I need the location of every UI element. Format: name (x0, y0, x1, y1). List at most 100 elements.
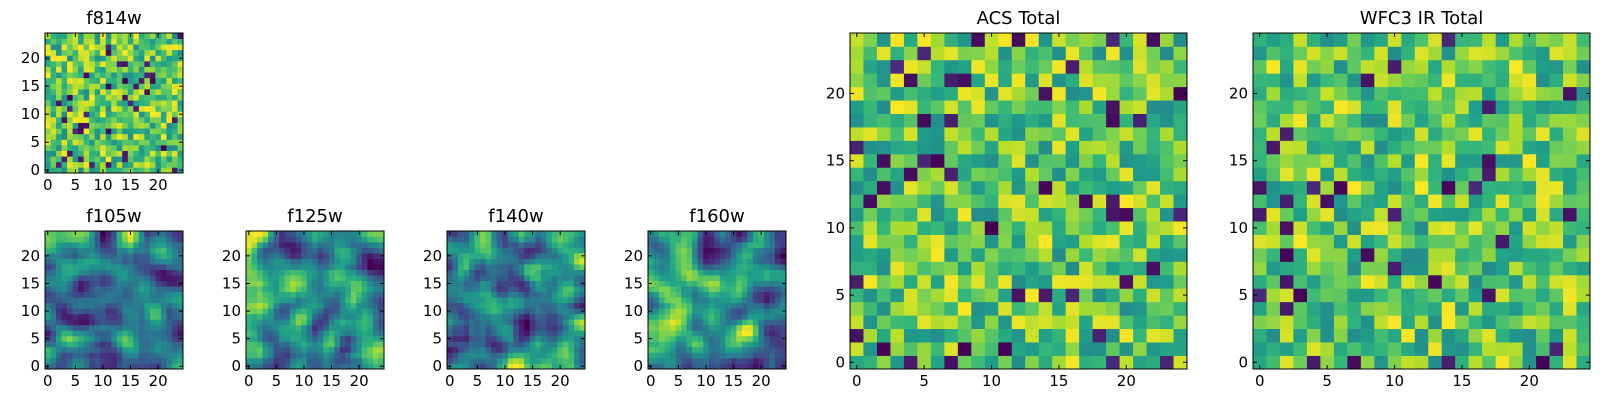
heatmap-cell (944, 248, 959, 262)
heatmap-cell (350, 269, 357, 276)
heatmap-cell (747, 302, 754, 309)
heatmap-cell (350, 280, 357, 287)
heatmap-cell (546, 247, 553, 254)
heatmap-cell (171, 133, 178, 140)
heatmap-cell (138, 156, 145, 163)
heatmap-cell (1038, 127, 1053, 141)
heatmap-f140w (447, 231, 586, 370)
y-tick-label: 20 (826, 84, 845, 102)
heatmap-cell (664, 242, 671, 248)
heatmap-cell (100, 89, 107, 95)
heatmap-cell (105, 264, 112, 270)
heatmap-cell (692, 291, 699, 298)
heatmap-cell (447, 302, 453, 309)
heatmap-cell (138, 133, 145, 140)
heatmap-cell (1549, 301, 1564, 316)
heatmap-cell (166, 357, 173, 364)
heatmap-cell (273, 352, 280, 359)
heatmap-cell (122, 122, 129, 129)
heatmap-cell (1428, 207, 1443, 222)
heatmap-cell (100, 280, 107, 287)
heatmap-cell (295, 242, 302, 248)
heatmap-cell (903, 315, 918, 330)
heatmap-cell (957, 261, 972, 276)
heatmap-cell (133, 100, 140, 107)
heatmap-cell (1333, 167, 1348, 182)
heatmap-cell (1025, 301, 1040, 316)
heatmap-cell (917, 59, 932, 74)
heatmap-cell (562, 275, 569, 282)
heatmap-cell (944, 315, 959, 330)
heatmap-cell (61, 49, 68, 56)
heatmap-cell (1455, 33, 1470, 47)
heatmap-cell (1065, 194, 1080, 209)
heatmap-cell (367, 280, 374, 287)
heatmap-cell (246, 341, 252, 348)
heatmap-cell (94, 258, 101, 265)
heatmap-cell (1065, 33, 1080, 47)
heatmap-cell (540, 308, 547, 315)
heatmap-cell (579, 341, 586, 348)
y-tick-label: 0 (633, 357, 643, 375)
heatmap-cell (177, 341, 184, 348)
heatmap-cell (177, 150, 184, 157)
heatmap-cell (122, 247, 129, 254)
heatmap-cell (56, 139, 62, 146)
heatmap-cell (1025, 221, 1040, 235)
heatmap-cell (1079, 194, 1093, 209)
heatmap-cell (1374, 207, 1389, 222)
heatmap-cell (1106, 288, 1120, 303)
heatmap-cell (133, 258, 140, 265)
heatmap-cell (72, 335, 79, 342)
heatmap-cell (356, 280, 363, 287)
heatmap-cell (89, 258, 96, 265)
heatmap-cell (890, 33, 905, 47)
heatmap-cell (681, 319, 687, 326)
heatmap-cell (686, 308, 693, 315)
heatmap-cell (681, 335, 687, 342)
heatmap-cell (463, 363, 470, 370)
heatmap-cell (1347, 46, 1362, 61)
heatmap-cell (1347, 59, 1362, 74)
heatmap-cell (708, 258, 715, 265)
heatmap-cell (1052, 86, 1067, 101)
heatmap-cell (372, 319, 379, 326)
heatmap-cell (350, 352, 357, 359)
heatmap-cell (1401, 194, 1416, 209)
heatmap-cell (664, 363, 671, 370)
heatmap-cell (50, 38, 57, 45)
heatmap-cell (149, 167, 156, 174)
heatmap-cell (1173, 248, 1188, 262)
heatmap-cell (1306, 221, 1321, 235)
heatmap-cell (930, 180, 945, 195)
heatmap-cell (1173, 288, 1188, 303)
heatmap-cell (1563, 59, 1577, 74)
heatmap-cell (535, 258, 542, 265)
heatmap-cell (653, 341, 660, 348)
heatmap-cell (127, 258, 134, 265)
heatmap-cell (89, 105, 96, 112)
heatmap-cell (1092, 274, 1107, 289)
heatmap-cell (350, 258, 357, 265)
heatmap-cell (72, 117, 79, 123)
heatmap-cell (138, 231, 145, 237)
heatmap-cell (138, 77, 145, 84)
heatmap-cell (78, 55, 84, 62)
heatmap-cell (356, 308, 363, 315)
heatmap-cell (1133, 194, 1147, 209)
y-tick-label: 10 (21, 302, 40, 320)
heatmap-cell (1428, 315, 1443, 330)
heatmap-cell (111, 324, 118, 331)
heatmap-cell (251, 363, 258, 370)
heatmap-cell (944, 140, 959, 155)
heatmap-cell (480, 313, 486, 320)
heatmap-cell (659, 308, 665, 315)
heatmap-cell (116, 122, 123, 129)
heatmap-cell (89, 167, 96, 174)
heatmap-cell (774, 275, 781, 282)
heatmap-cell (1320, 100, 1335, 114)
heatmap-cell (1333, 86, 1348, 101)
heatmap-cell (246, 275, 252, 282)
heatmap-cell (686, 247, 693, 254)
heatmap-cell (579, 258, 586, 265)
